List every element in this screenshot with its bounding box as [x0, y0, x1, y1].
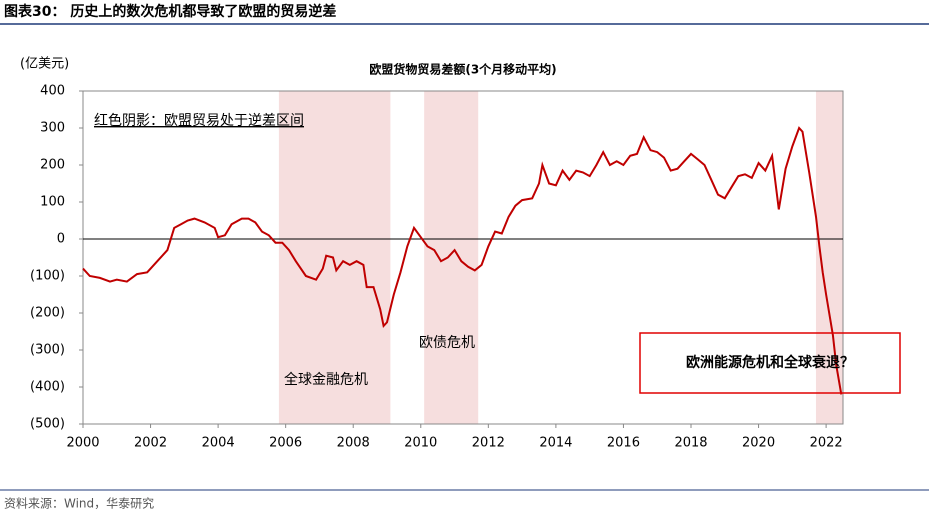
x-tick-label: 2002	[134, 436, 167, 451]
y-tick-label: 300	[40, 121, 65, 136]
x-tick-label: 2004	[202, 436, 235, 451]
y-tick-label: (100)	[30, 269, 65, 284]
y-tick-label: 400	[40, 84, 65, 99]
y-tick-label: (400)	[30, 380, 65, 395]
data-line	[82, 126, 843, 395]
x-tick-label: 2006	[269, 436, 302, 451]
x-tick-label: 2014	[539, 436, 572, 451]
x-tick-label: 2000	[66, 436, 99, 451]
y-tick-label: (300)	[30, 343, 65, 358]
x-tick-label: 2020	[742, 436, 775, 451]
source: 资料来源：Wind，华泰研究	[4, 496, 154, 511]
y-tick-label: 0	[57, 232, 65, 247]
plot-frame	[82, 90, 844, 425]
x-tick-label: 2010	[404, 436, 437, 451]
chart-title: 欧盟货物贸易差额(3个月移动平均)	[369, 62, 556, 77]
x-tick-label: 2012	[472, 436, 505, 451]
shaded-region	[424, 91, 479, 424]
x-tick-label: 2008	[337, 436, 370, 451]
y-tick-label: (500)	[30, 417, 65, 432]
x-tick-label: 2022	[810, 436, 843, 451]
y-tick-label: 200	[40, 158, 65, 173]
annotation: 欧洲能源危机和全球衰退？	[686, 354, 854, 371]
y-unit: (亿美元)	[20, 57, 69, 72]
annotation: 红色阴影：欧盟贸易处于逆差区间	[94, 112, 304, 129]
annotation: 欧债危机	[419, 335, 475, 351]
page-title: 图表30： 历史上的数次危机都导致了欧盟的贸易逆差	[4, 3, 336, 20]
annotation: 全球金融危机	[284, 371, 368, 388]
annotation-box	[639, 332, 901, 394]
y-tick-label: 100	[40, 195, 65, 210]
shaded-region	[278, 91, 391, 424]
x-tick-label: 2016	[607, 436, 640, 451]
x-tick-label: 2018	[674, 436, 707, 451]
y-tick-label: (200)	[30, 306, 65, 321]
